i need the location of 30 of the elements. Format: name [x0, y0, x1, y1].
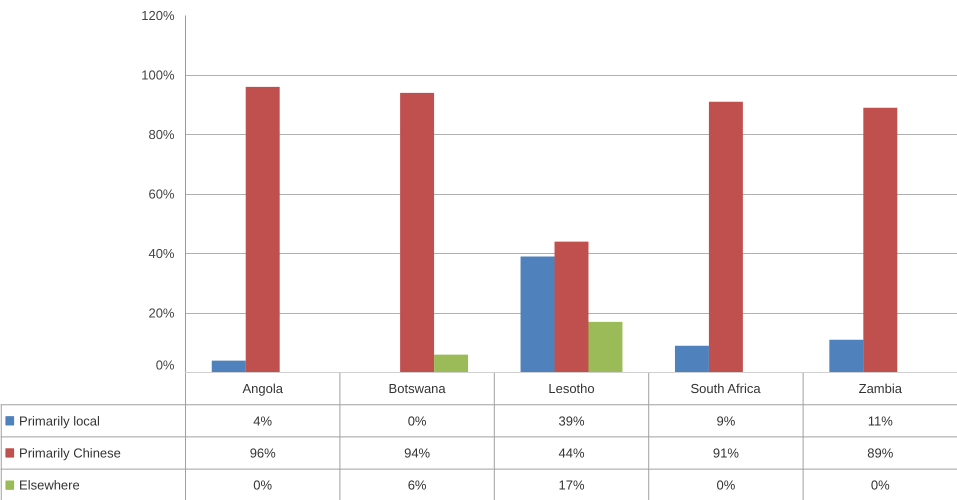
- data-label: 0%: [870, 478, 890, 493]
- data-label: 6%: [408, 478, 427, 493]
- data-label: 9%: [716, 413, 736, 428]
- data-label: 44%: [558, 445, 585, 460]
- data-label: 0%: [716, 478, 736, 493]
- legend-label: Elsewhere: [19, 478, 80, 493]
- y-tick-label: 0%: [156, 358, 175, 372]
- x-tick-label: Botswana: [388, 381, 446, 396]
- data-label: 0%: [408, 413, 427, 428]
- data-label: 11%: [868, 413, 894, 428]
- data-label: 94%: [404, 445, 431, 460]
- data-label: 89%: [867, 445, 894, 460]
- legend-label: Primarily local: [19, 413, 100, 428]
- y-tick-label: 100%: [141, 68, 175, 82]
- data-label: 39%: [558, 413, 585, 428]
- data-label: 4%: [253, 413, 273, 428]
- data-label: 17%: [558, 478, 585, 493]
- y-tick-label: 40%: [148, 246, 175, 261]
- x-tick-label: Angola: [242, 381, 284, 396]
- y-tick-label: 20%: [148, 306, 175, 320]
- x-tick-label: Zambia: [858, 381, 903, 396]
- data-label: 96%: [250, 445, 276, 460]
- y-tick-label: 60%: [148, 186, 175, 202]
- x-tick-label: Lesotho: [548, 381, 595, 396]
- y-tick-label: 80%: [148, 127, 175, 142]
- legend-label: Primarily Chinese: [19, 445, 121, 460]
- y-tick-label: 120%: [141, 8, 175, 23]
- x-tick-label: South Africa: [690, 381, 762, 396]
- data-label: 91%: [712, 445, 740, 460]
- data-label: 0%: [253, 478, 273, 493]
